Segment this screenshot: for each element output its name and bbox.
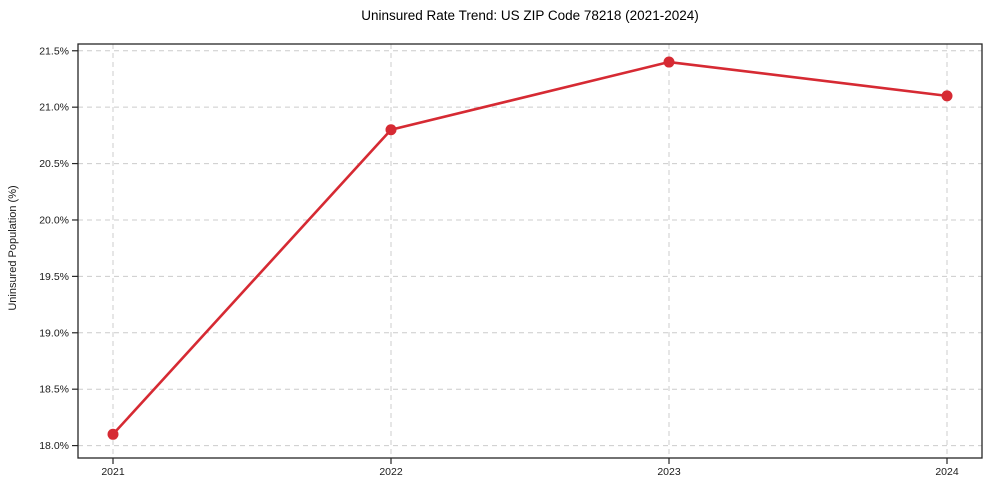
trend-line <box>111 60 949 436</box>
plot-border <box>77 43 983 459</box>
x-tick-label: 2022 <box>379 466 403 478</box>
y-tick-label: 21.0% <box>39 102 69 114</box>
y-tick-label: 18.0% <box>39 440 69 452</box>
data-point-2022 <box>385 124 397 136</box>
chart-title: Uninsured Rate Trend: US ZIP Code 78218 … <box>361 8 699 23</box>
y-tick-label: 18.5% <box>39 384 69 396</box>
y-tick-label: 19.5% <box>39 271 69 283</box>
x-tick-label: 2021 <box>101 466 125 478</box>
y-tick-label: 20.0% <box>39 214 69 226</box>
y-tick-label: 20.5% <box>39 158 69 170</box>
x-tick-label: 2024 <box>935 466 959 478</box>
y-tick-label: 21.5% <box>39 45 69 57</box>
data-point-2024 <box>941 90 953 102</box>
data-point-2023 <box>663 56 675 68</box>
y-tick-label: 19.0% <box>39 327 69 339</box>
data-point-2021 <box>107 428 119 440</box>
x-tick-label: 2023 <box>657 466 681 478</box>
